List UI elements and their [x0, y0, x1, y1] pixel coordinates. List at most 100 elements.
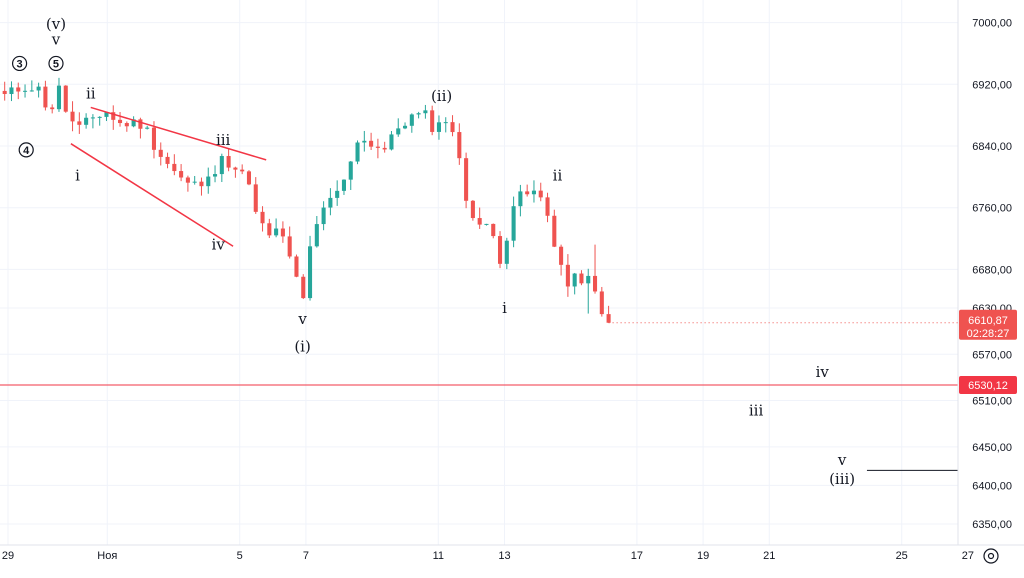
candle-body	[321, 207, 326, 225]
candle-body	[477, 218, 482, 225]
candle-body	[84, 117, 89, 125]
candle-body	[172, 163, 177, 172]
candle-body	[382, 147, 387, 150]
wave-label: (i)	[294, 338, 311, 356]
candle-body	[63, 85, 68, 112]
level-price-badge: 6530,12	[959, 376, 1017, 395]
candle-body	[538, 190, 543, 198]
wave-label: iii	[216, 131, 231, 149]
candle-body	[50, 107, 55, 110]
candle-body	[504, 240, 509, 264]
wave-label-circle	[11, 55, 28, 72]
candle-body	[151, 127, 157, 150]
grid-layer	[0, 0, 969, 560]
wave-label: i	[75, 166, 80, 184]
candle-body	[375, 146, 380, 148]
candle-body	[226, 156, 231, 168]
y-tick-label: 6510,00	[972, 396, 1012, 408]
settings-gear-icon[interactable]	[983, 548, 999, 564]
candle-body	[56, 85, 62, 110]
candle-body	[511, 206, 516, 241]
candle-body	[497, 236, 503, 264]
trend-line	[70, 143, 234, 247]
y-tick-label: 6350,00	[972, 519, 1012, 531]
candle-body	[518, 191, 523, 207]
candle-body	[206, 176, 211, 187]
candle-body	[470, 200, 475, 219]
candle-body	[118, 119, 123, 124]
drawing-layer: 1,618 (6419,46)	[0, 106, 1024, 477]
candle-body	[464, 158, 469, 201]
x-tick-label: 21	[763, 550, 775, 562]
candle-body	[362, 140, 367, 143]
y-tick-label: 6760,00	[972, 203, 1012, 215]
candle-body	[179, 171, 184, 178]
candle-body	[572, 273, 577, 287]
wave-label: (v)	[46, 15, 66, 33]
y-tick-label: 6680,00	[972, 264, 1012, 276]
candle-body	[240, 169, 245, 172]
candle-body	[416, 113, 421, 115]
wave-label: v	[51, 31, 61, 49]
candle-body	[192, 181, 197, 183]
candle-body	[90, 117, 95, 119]
x-tick-label: Ноя	[97, 550, 117, 562]
candle-body	[199, 181, 204, 187]
candle-body	[36, 86, 41, 91]
candle-body	[70, 111, 75, 122]
candle-body	[579, 273, 584, 284]
candle-body	[586, 275, 591, 284]
candle-body	[233, 167, 238, 170]
candle-body	[314, 224, 319, 247]
y-tick-label: 6840,00	[972, 141, 1012, 153]
wave-label: (ii)	[431, 87, 452, 105]
candle-body	[423, 110, 428, 114]
wave-label-circle	[48, 55, 64, 72]
x-tick-label: 5	[237, 550, 243, 562]
candle-body	[43, 86, 48, 108]
y-tick-label: 6570,00	[972, 349, 1012, 361]
wave-label: v	[297, 310, 307, 328]
candle-body	[599, 291, 604, 315]
candle-body	[355, 142, 360, 162]
candle-body	[545, 197, 550, 216]
candle-body	[606, 314, 611, 323]
candle-body	[23, 90, 28, 92]
x-tick-label: 29	[2, 550, 14, 562]
candle-body	[389, 134, 394, 150]
candle-body	[341, 179, 347, 191]
x-tick-label: 11	[433, 550, 444, 562]
y-tick-label: 6400,00	[972, 480, 1012, 492]
candle-body	[158, 149, 163, 157]
candle-body	[185, 177, 190, 183]
candle-body	[280, 228, 285, 237]
wave-label: (iii)	[829, 470, 855, 488]
candle-body	[2, 90, 7, 95]
x-tick-label: 25	[896, 550, 908, 562]
candle-body	[335, 190, 340, 198]
y-tick-label: 6450,00	[972, 442, 1012, 454]
candle-body	[443, 122, 448, 124]
candle-body	[294, 256, 299, 277]
candle-body	[592, 275, 598, 292]
wave-label-circle	[18, 142, 34, 158]
candle-series	[2, 77, 611, 323]
candle-body	[396, 128, 401, 135]
candle-body	[484, 223, 489, 225]
x-tick-label: 17	[631, 550, 643, 562]
time-axis-bg	[0, 545, 1024, 573]
wave-label: 4	[23, 145, 30, 157]
candle-body	[111, 112, 116, 120]
wave-label: 5	[53, 58, 59, 70]
candle-body	[97, 116, 102, 118]
candle-body	[253, 184, 258, 212]
candle-body	[246, 171, 252, 185]
candle-body	[328, 197, 333, 208]
svg-text:6610,87: 6610,87	[968, 315, 1008, 327]
candle-body	[369, 140, 374, 147]
candle-body	[131, 119, 136, 127]
x-tick-label: 7	[303, 550, 309, 562]
